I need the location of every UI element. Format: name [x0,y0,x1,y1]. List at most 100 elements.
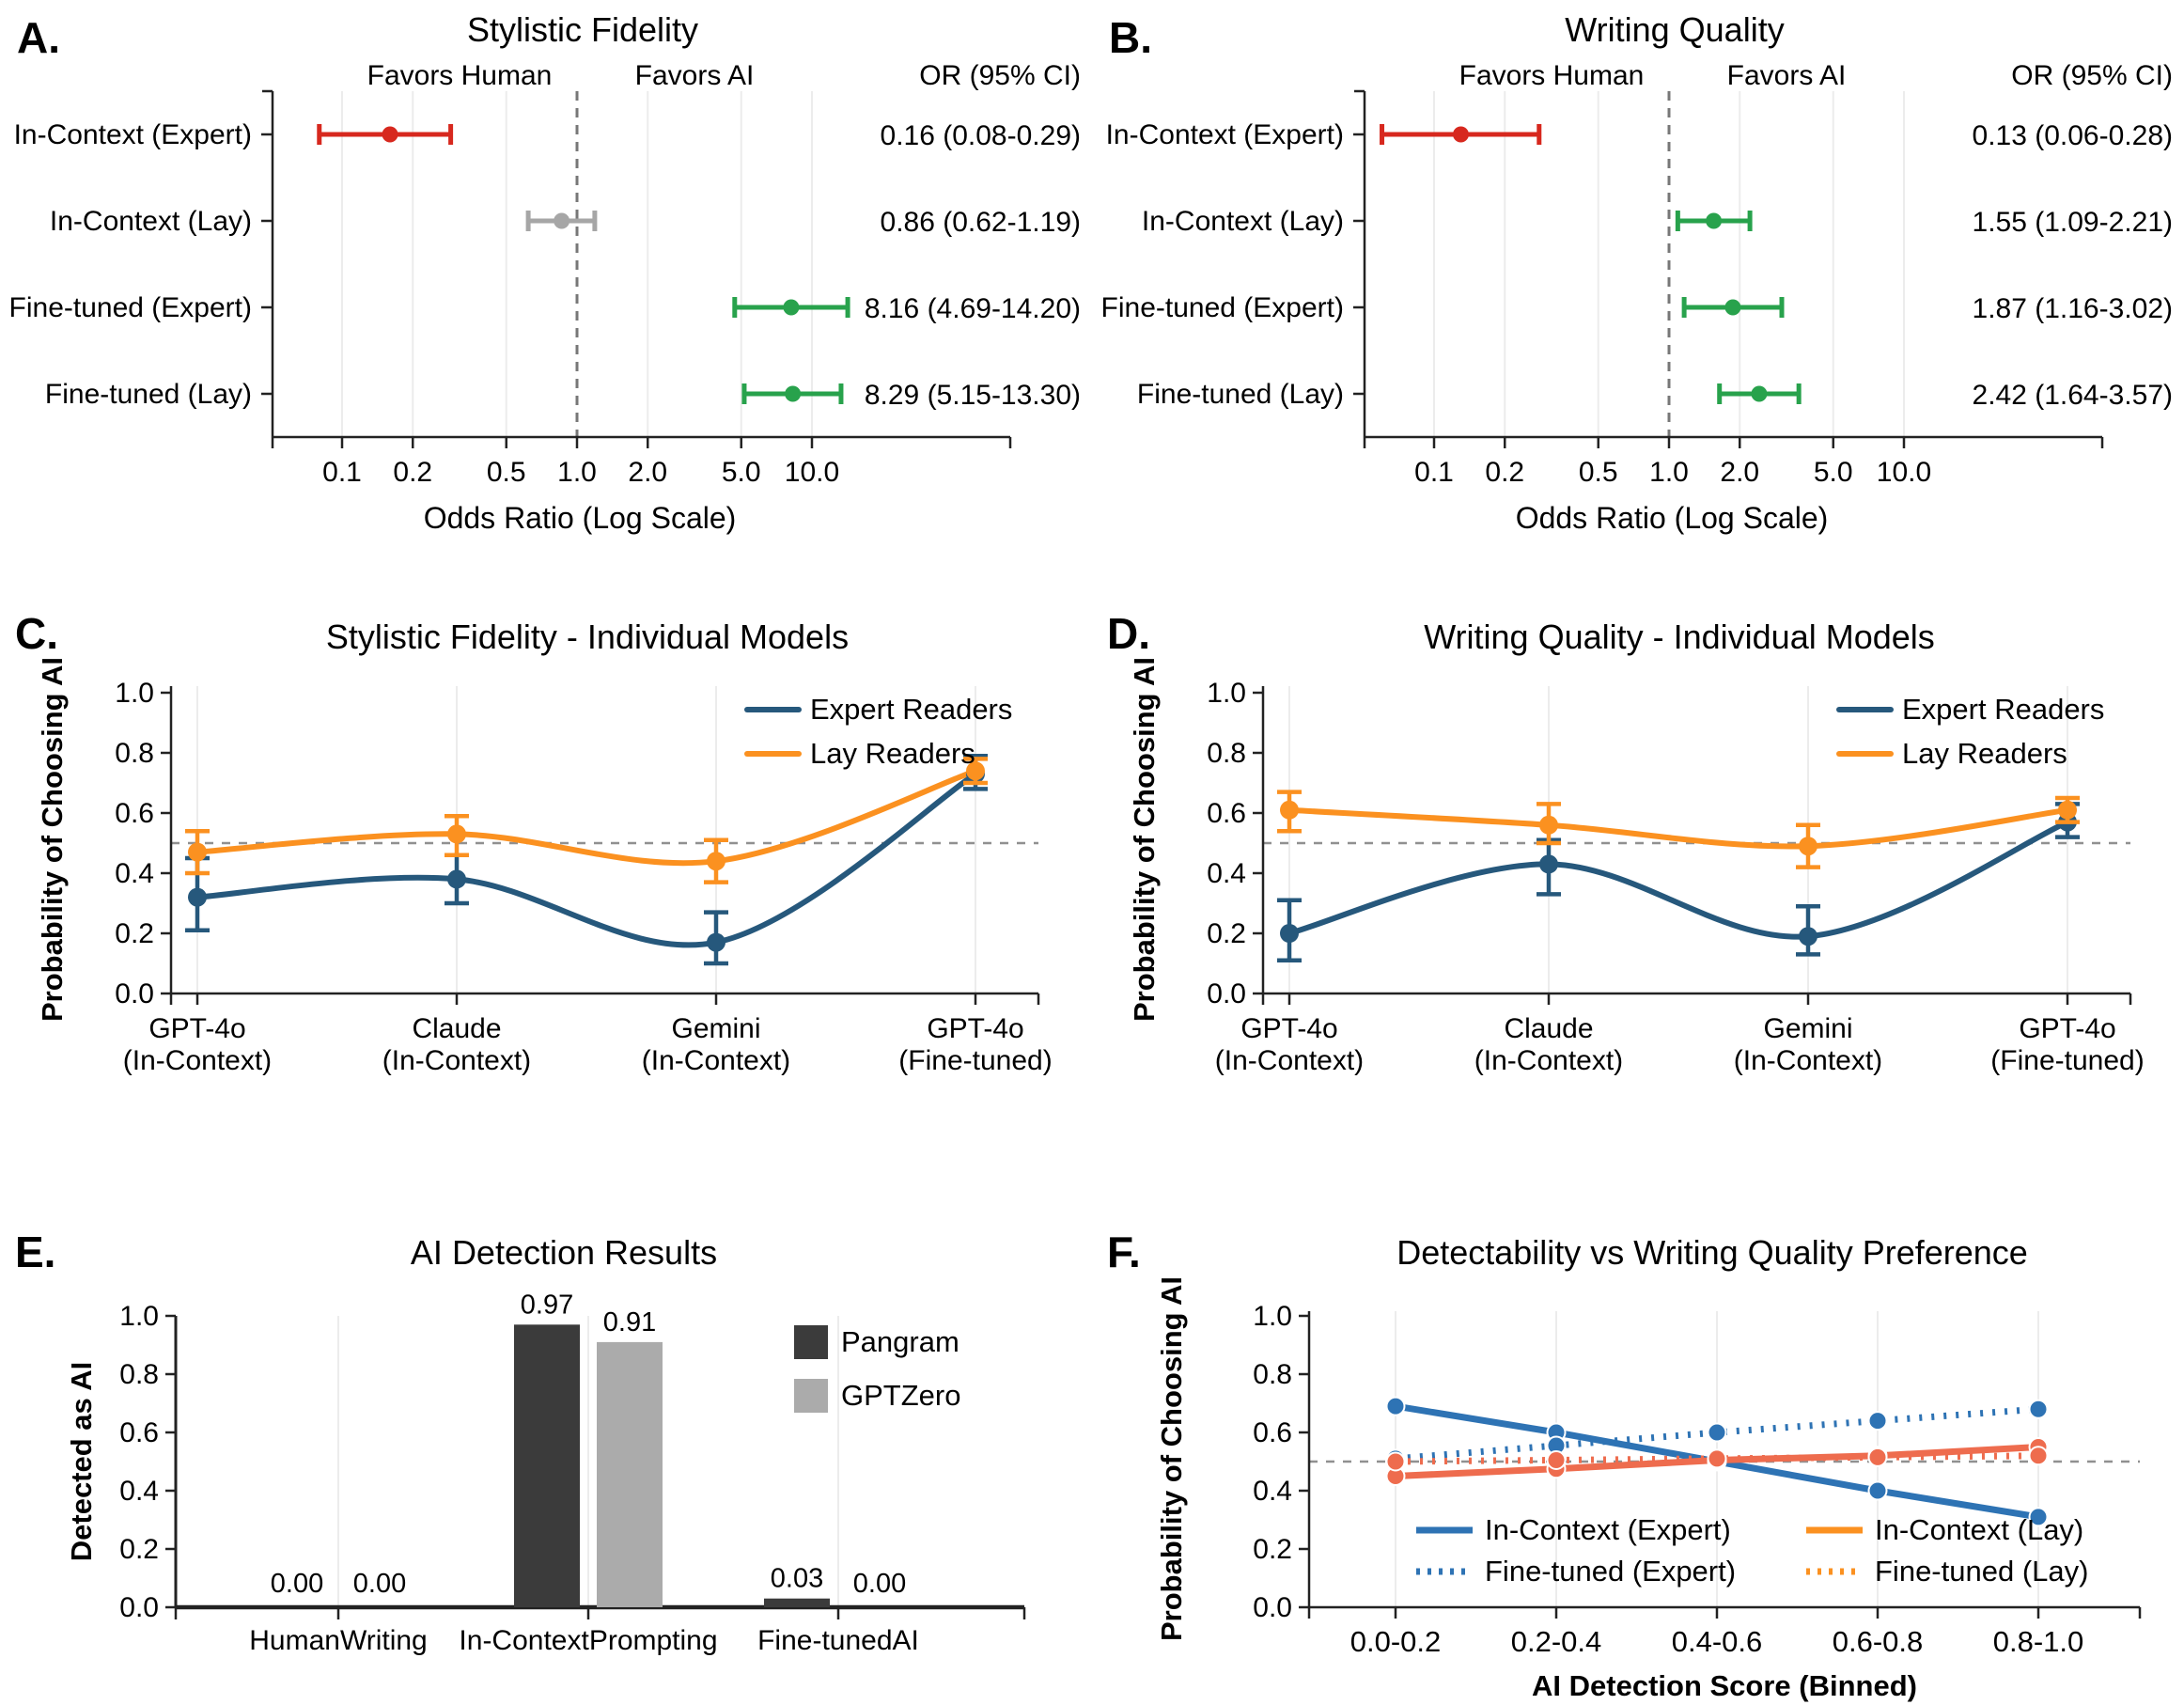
legend-label: Lay Readers [1902,737,2067,770]
legend-label: Expert Readers [810,693,1012,726]
legend-label: In-Context (Lay) [1875,1513,2083,1546]
panel-letter: D. [1107,609,1150,658]
favors-human-header: Favors Human [367,60,553,91]
y-tick-label: 0.0 [1207,978,1246,1009]
legend-label: Fine-tuned (Expert) [1485,1555,1736,1588]
x-tick-label: 0.2 [1485,457,1524,488]
panel-a-chart: A. Stylistic Fidelity Favors Human Favors A… [9,10,1081,535]
bar-value-label: 0.03 [771,1564,823,1594]
y-tick-label: 1.0 [1207,678,1246,709]
x-tick-label: 1.0 [557,457,597,488]
y-tick-label: 1.0 [1253,1301,1292,1332]
data-point [1385,1451,1406,1472]
x-tick-label-line2: (In-Context) [1734,1045,1882,1076]
y-tick-label: 0.4 [119,1476,159,1507]
or-point [1724,299,1741,316]
row-label: In-Context (Expert) [1106,119,1344,150]
y-tick-label: 1.0 [115,678,154,709]
legend-swatch [794,1379,828,1413]
x-tick-label-line1: GPT-4o [148,1013,245,1044]
or-point [382,126,398,143]
panel-letter: A. [17,13,60,62]
or-ci-value: 0.16 (0.08-0.29) [881,120,1081,151]
data-point [1867,1480,1888,1501]
data-point [707,852,725,871]
bar [764,1598,830,1607]
or-ci-value: 2.42 (1.64-3.57) [1973,380,2173,411]
x-tick-label: 0.8-1.0 [1993,1625,2084,1658]
data-point [966,761,985,781]
panel-title: Writing Quality [1565,10,1784,49]
or-ci-value: 1.55 (1.09-2.21) [1973,207,2173,238]
data-point [1539,854,1558,874]
x-tick-label-line1: GPT-4o [927,1013,1023,1044]
x-tick-label-line1: Gemini [671,1013,760,1044]
panel-title: AI Detection Results [411,1233,717,1272]
x-tick-label-line1: Claude [412,1013,501,1044]
x-tick-label: 0.5 [487,457,526,488]
data-point [1280,800,1299,820]
panel-title: Detectability vs Writing Quality Prefere… [1396,1233,2028,1272]
y-tick-label: 0.2 [119,1534,159,1565]
favors-ai-header: Favors AI [1727,60,1847,91]
x-tick-label: 0.0-0.2 [1350,1625,1442,1658]
or-point [554,212,570,229]
data-point [1385,1396,1406,1416]
data-point [1539,815,1558,835]
bar-value-label: 0.00 [353,1569,406,1599]
row-label: In-Context (Expert) [14,119,252,150]
favors-human-header: Favors Human [1459,60,1645,91]
x-tick-label-line1: Claude [1504,1013,1593,1044]
row-label: Fine-tuned (Expert) [1101,292,1344,323]
bar-value-label: 0.97 [521,1290,573,1320]
x-tick-label: HumanWriting [249,1625,428,1656]
y-tick-label: 0.8 [1207,738,1246,769]
data-point [1546,1449,1567,1470]
panel-e-chart: E. AI Detection Results 0.0 0.2 0.4 0.6 0.8 1.0… [15,1228,1026,1656]
panel-title: Writing Quality - Individual Models [1424,618,1935,656]
data-point [2028,1507,2049,1527]
series-curve [195,771,978,948]
data-point [2028,1399,2049,1419]
bar-value-label: 0.00 [271,1569,323,1599]
x-tick-label: Fine-tunedAI [757,1625,919,1656]
series-curve [1287,819,2070,940]
row-label: Fine-tuned (Lay) [1137,379,1344,410]
data-point [1707,1422,1727,1443]
favors-ai-header: Favors AI [635,60,755,91]
legend-label: In-Context (Expert) [1485,1513,1731,1546]
y-axis-title: Probability of Choosing AI [1155,1276,1188,1641]
row-label: Fine-tuned (Expert) [9,292,252,323]
bar [597,1341,663,1607]
x-tick-label: 5.0 [1814,457,1853,488]
legend-label: Expert Readers [1902,693,2104,726]
y-tick-label: 0.4 [115,858,154,889]
or-point [1751,385,1768,402]
data-point [1867,1411,1888,1431]
legend-label: Fine-tuned (Lay) [1875,1555,2088,1588]
x-tick-label: 0.2 [393,457,432,488]
panel-letter: B. [1109,13,1152,62]
x-tick-label: 0.6-0.8 [1833,1625,1924,1658]
or-ci-value: 8.29 (5.15-13.30) [865,380,1081,411]
y-tick-label: 0.2 [1253,1534,1292,1565]
x-tick-label: 0.1 [1414,457,1454,488]
series-curve [195,768,978,867]
or-point [1706,212,1723,229]
x-tick-label: 10.0 [1877,457,1931,488]
x-tick-label-line2: (In-Context) [1474,1045,1623,1076]
x-tick-label-line1: GPT-4o [1240,1013,1337,1044]
x-tick-label-line1: Gemini [1763,1013,1852,1044]
row-label: In-Context (Lay) [50,206,252,237]
data-point [2028,1446,2049,1466]
or-ci-value: 0.86 (0.62-1.19) [881,207,1081,238]
y-axis-title: Probability of Choosing AI [1128,657,1161,1022]
x-tick-label-line2: (In-Context) [123,1045,272,1076]
panel-title: Stylistic Fidelity [467,10,698,49]
legend-label: Lay Readers [810,737,975,770]
x-tick-label-line2: (In-Context) [1215,1045,1364,1076]
data-point [188,842,207,862]
data-point [447,869,466,889]
panel-letter: F. [1107,1228,1141,1276]
